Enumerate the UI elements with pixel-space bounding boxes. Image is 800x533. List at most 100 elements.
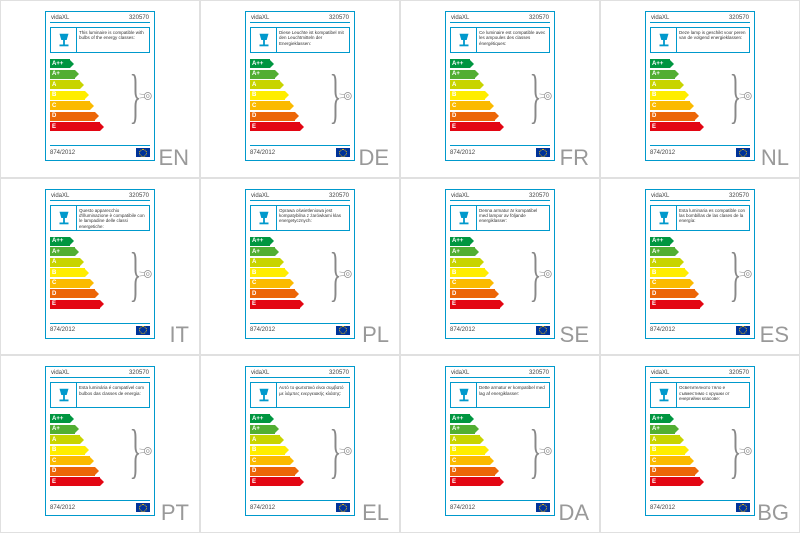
energy-class-row: B <box>50 446 120 455</box>
energy-class-row: A <box>250 435 320 444</box>
arrow-tip <box>70 60 74 68</box>
energy-class-arrow: A <box>50 435 80 444</box>
bracket-column: } <box>320 235 350 313</box>
energy-class-arrow: C <box>50 456 90 465</box>
arrow-tip <box>290 457 294 465</box>
energy-class-arrow: E <box>450 477 500 486</box>
energy-class-arrow: B <box>50 446 85 455</box>
brand-text: vidaXL <box>651 15 669 21</box>
energy-class-arrow: A <box>450 435 480 444</box>
eu-flag-icon <box>136 326 150 335</box>
energy-class-arrow: C <box>50 101 90 110</box>
info-box: Dette armatur er kompatibel med lag af e… <box>450 382 550 408</box>
energy-class-row: A <box>450 435 520 444</box>
brand-text: vidaXL <box>651 193 669 199</box>
arrow-tip <box>270 237 274 245</box>
energy-arrows: A++A+ABCDE <box>650 412 720 490</box>
language-code: PL <box>362 322 389 348</box>
energy-class-arrow: A <box>650 435 680 444</box>
brand-text: vidaXL <box>251 370 269 376</box>
energy-class-arrow: E <box>250 122 300 131</box>
energy-arrows: A++A+ABCDE <box>650 235 720 313</box>
eu-flag-icon <box>336 503 350 512</box>
energy-class-arrow: C <box>250 101 290 110</box>
product-code: 320570 <box>329 15 349 21</box>
energy-label-card: vidaXL320570Oprawa oświetleniowa jest ko… <box>245 189 355 339</box>
label-header: vidaXL320570 <box>46 12 154 22</box>
description-text: Esta luminária é compatível com bulbos d… <box>77 383 149 407</box>
energy-class-arrow: A++ <box>650 59 670 68</box>
energy-class-arrow: C <box>50 279 90 288</box>
label-cell-nl: vidaXL320570Deze lamp is geschikt voor p… <box>600 0 800 178</box>
arrow-tip <box>100 478 104 486</box>
product-code: 320570 <box>729 370 749 376</box>
regulation-text: 874/2012 <box>650 505 675 511</box>
label-header: vidaXL320570 <box>46 367 154 377</box>
arrow-tip <box>670 60 674 68</box>
arrow-tip <box>70 237 74 245</box>
arrow-tip <box>285 269 289 277</box>
rating-area: A++A+ABCDE} <box>250 412 350 490</box>
energy-class-arrow: D <box>450 289 495 298</box>
label-cell-pl: vidaXL320570Oprawa oświetleniowa jest ko… <box>200 178 400 356</box>
info-box: Осветителното тяло е съвместимо с крушки… <box>650 382 750 408</box>
arrow-tip <box>675 70 679 78</box>
language-code: EN <box>158 145 189 171</box>
energy-class-row: C <box>50 279 120 288</box>
energy-class-arrow: C <box>650 279 690 288</box>
lamp-icon <box>251 206 277 230</box>
energy-class-arrow: D <box>250 289 295 298</box>
arrow-tip <box>95 112 99 120</box>
info-box: Deze lamp is geschikt voor peren van de … <box>650 27 750 53</box>
description-text: Осветителното тяло е съвместимо с крушки… <box>677 383 749 407</box>
energy-class-arrow: D <box>650 289 695 298</box>
eu-flag-icon <box>736 326 750 335</box>
energy-class-row: A <box>250 80 320 89</box>
energy-class-arrow: B <box>250 268 285 277</box>
arrow-tip <box>290 102 294 110</box>
arrow-tip <box>475 425 479 433</box>
energy-class-row: A++ <box>50 59 120 68</box>
arrow-tip <box>685 269 689 277</box>
arrow-tip <box>680 258 684 266</box>
arrow-tip <box>680 436 684 444</box>
energy-class-arrow: E <box>250 300 300 309</box>
energy-class-arrow: C <box>450 456 490 465</box>
energy-arrows: A++A+ABCDE <box>450 412 520 490</box>
arrow-tip <box>95 290 99 298</box>
rating-area: A++A+ABCDE} <box>650 57 750 135</box>
info-box: Questo apparecchio d'illuminazione è com… <box>50 205 150 231</box>
arrow-tip <box>700 300 704 308</box>
energy-class-row: A <box>50 435 120 444</box>
arrow-tip <box>80 81 84 89</box>
energy-class-arrow: A+ <box>50 70 75 79</box>
arrow-tip <box>270 60 274 68</box>
arrow-tip <box>80 436 84 444</box>
arrow-tip <box>690 102 694 110</box>
energy-class-arrow: A++ <box>50 59 70 68</box>
energy-class-row: A+ <box>650 70 720 79</box>
energy-class-row: D <box>450 112 520 121</box>
rating-area: A++A+ABCDE} <box>50 57 150 135</box>
energy-class-arrow: D <box>650 112 695 121</box>
arrow-tip <box>500 123 504 131</box>
energy-class-arrow: D <box>650 467 695 476</box>
eu-flag-icon <box>536 503 550 512</box>
arrow-tip <box>85 91 89 99</box>
label-footer: 874/2012 <box>650 323 750 335</box>
arrow-tip <box>490 279 494 287</box>
energy-class-arrow: B <box>450 91 485 100</box>
label-cell-el: vidaXL320570Αυτό το φωτιστικό είναι συμβ… <box>200 355 400 533</box>
language-code: DA <box>558 500 589 526</box>
arrow-tip <box>275 70 279 78</box>
energy-label-card: vidaXL320570Осветителното тяло е съвмест… <box>645 366 755 516</box>
language-code: ES <box>760 322 789 348</box>
label-header: vidaXL320570 <box>246 190 354 200</box>
energy-label-card: vidaXL320570Questo apparecchio d'illumin… <box>45 189 155 339</box>
energy-class-row: E <box>650 122 720 131</box>
energy-class-arrow: C <box>650 456 690 465</box>
label-cell-bg: vidaXL320570Осветителното тяло е съвмест… <box>600 355 800 533</box>
arrow-tip <box>75 425 79 433</box>
energy-class-row: A++ <box>50 414 120 423</box>
energy-class-arrow: D <box>450 467 495 476</box>
